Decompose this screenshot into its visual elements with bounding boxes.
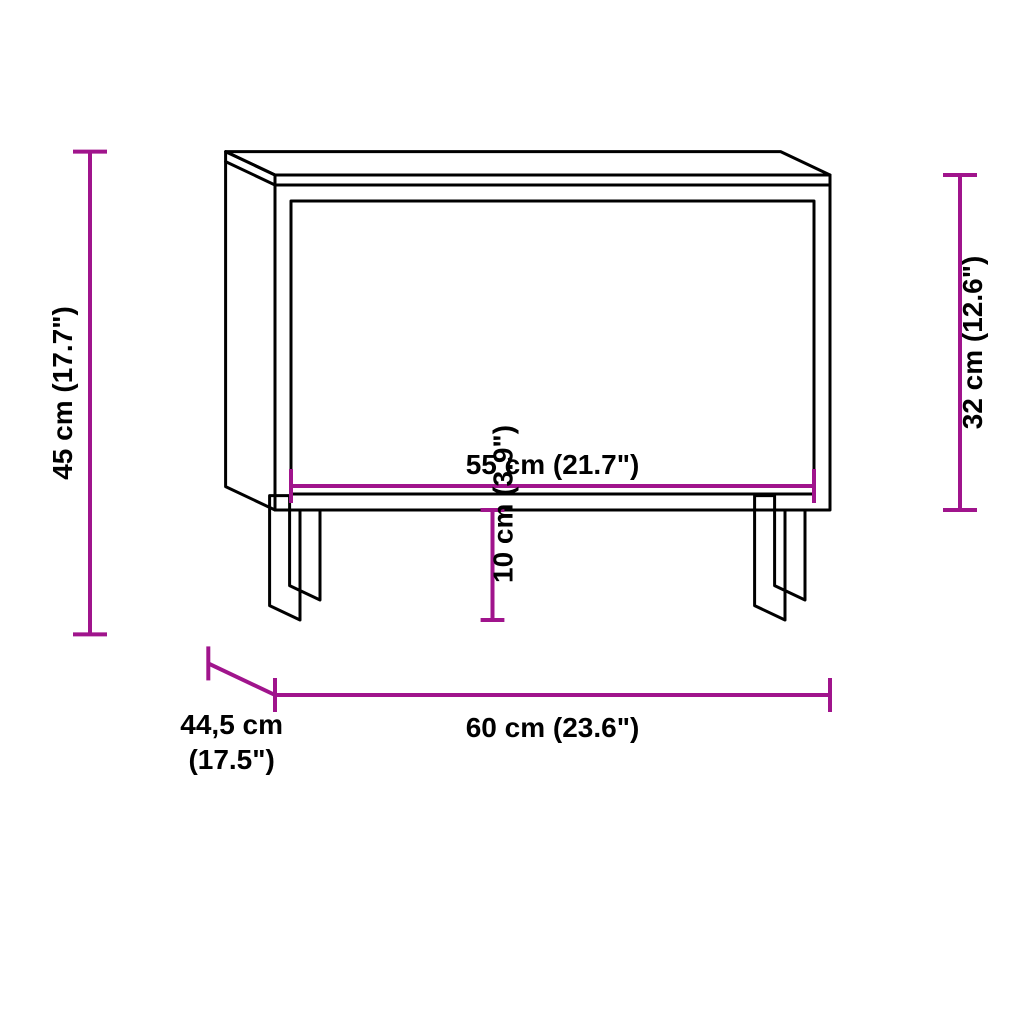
label-depth-cm: 44,5 cm [180, 709, 283, 740]
product-outline [226, 152, 830, 620]
label-total-width: 60 cm (23.6") [466, 712, 640, 743]
label-total-height: 45 cm (17.7") [47, 306, 78, 480]
label-box-height: 32 cm (12.6") [957, 256, 988, 430]
label-depth-in: (17.5") [188, 744, 274, 775]
dimension-labels: 45 cm (17.7")32 cm (12.6")55 cm (21.7")1… [47, 256, 988, 776]
dimension-diagram: 45 cm (17.7")32 cm (12.6")55 cm (21.7")1… [0, 0, 1024, 1024]
dimension-lines [73, 152, 977, 712]
label-leg-height: 10 cm (3.9") [488, 425, 519, 583]
